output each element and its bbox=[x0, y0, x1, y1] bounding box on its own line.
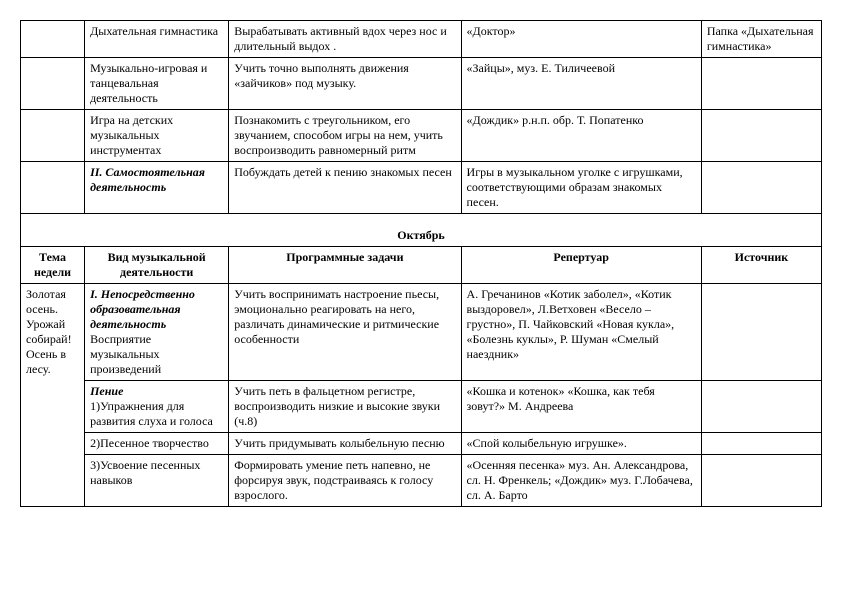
cell-activity: Дыхательная гимнастика bbox=[85, 21, 229, 58]
table-row: II. Самостоятельная деятельность Побужда… bbox=[21, 162, 822, 214]
cell-repertoire: «Осенняя песенка» муз. Ан. Александрова,… bbox=[461, 455, 701, 507]
cell-source bbox=[701, 455, 821, 507]
cell-tasks: Побуждать детей к пению знакомых песен bbox=[229, 162, 461, 214]
cell-activity-sub: Восприятие музыкальных произведений bbox=[90, 332, 161, 376]
table-row: Музыкально-игровая и танцевальная деятел… bbox=[21, 58, 822, 110]
cell-activity: 3)Усвоение песенных навыков bbox=[85, 455, 229, 507]
header-activity: Вид музыкальной деятельности bbox=[85, 247, 229, 284]
cell-theme: Золотая осень. Урожай собирай! Осень в л… bbox=[21, 284, 85, 507]
cell-activity: II. Самостоятельная деятельность bbox=[85, 162, 229, 214]
cell-source bbox=[701, 381, 821, 433]
header-tasks: Программные задачи bbox=[229, 247, 461, 284]
cell-activity-sub: 1)Упражнения для развития слуха и голоса bbox=[90, 399, 213, 428]
cell-tasks: Учить точно выполнять движения «зайчиков… bbox=[229, 58, 461, 110]
cell-tasks: Формировать умение петь напевно, не форс… bbox=[229, 455, 461, 507]
cell-repertoire: «Доктор» bbox=[461, 21, 701, 58]
header-theme: Тема недели bbox=[21, 247, 85, 284]
table-row: Пение 1)Упражнения для развития слуха и … bbox=[21, 381, 822, 433]
table-row: 2)Песенное творчество Учить придумывать … bbox=[21, 433, 822, 455]
cell-tasks: Учить придумывать колыбельную песню bbox=[229, 433, 461, 455]
cell-theme bbox=[21, 21, 85, 58]
cell-repertoire: «Спой колыбельную игрушке». bbox=[461, 433, 701, 455]
cell-source: Папка «Дыхательная гимнастика» bbox=[701, 21, 821, 58]
cell-theme bbox=[21, 110, 85, 162]
month-header-row: Октябрь bbox=[21, 214, 822, 247]
cell-source bbox=[701, 110, 821, 162]
cell-activity-title: I. Непосредственно образовательная деяте… bbox=[90, 287, 195, 331]
cell-tasks: Учить воспринимать настроение пьесы, эмо… bbox=[229, 284, 461, 381]
cell-source bbox=[701, 284, 821, 381]
cell-tasks: Познакомить с треугольником, его звучани… bbox=[229, 110, 461, 162]
cell-activity: Музыкально-игровая и танцевальная деятел… bbox=[85, 58, 229, 110]
cell-repertoire: Игры в музыкальном уголке с игрушками, с… bbox=[461, 162, 701, 214]
table-row: Дыхательная гимнастика Вырабатывать акти… bbox=[21, 21, 822, 58]
column-header-row: Тема недели Вид музыкальной деятельности… bbox=[21, 247, 822, 284]
header-source: Источник bbox=[701, 247, 821, 284]
cell-activity-title: Пение bbox=[90, 384, 123, 398]
cell-activity: Пение 1)Упражнения для развития слуха и … bbox=[85, 381, 229, 433]
cell-repertoire: «Дождик» р.н.п. обр. Т. Попатенко bbox=[461, 110, 701, 162]
cell-source bbox=[701, 58, 821, 110]
cell-source bbox=[701, 162, 821, 214]
table-row: Игра на детских музыкальных инструментах… bbox=[21, 110, 822, 162]
cell-source bbox=[701, 433, 821, 455]
cell-activity: Игра на детских музыкальных инструментах bbox=[85, 110, 229, 162]
cell-theme bbox=[21, 162, 85, 214]
table-row: 3)Усвоение песенных навыков Формировать … bbox=[21, 455, 822, 507]
cell-repertoire: А. Гречанинов «Котик заболел», «Котик вы… bbox=[461, 284, 701, 381]
cell-activity: I. Непосредственно образовательная деяте… bbox=[85, 284, 229, 381]
cell-theme bbox=[21, 58, 85, 110]
table-row: Золотая осень. Урожай собирай! Осень в л… bbox=[21, 284, 822, 381]
cell-repertoire: «Кошка и котенок» «Кошка, как тебя зовут… bbox=[461, 381, 701, 433]
month-label: Октябрь bbox=[21, 214, 822, 247]
cell-tasks: Учить петь в фальцетном регистре, воспро… bbox=[229, 381, 461, 433]
curriculum-table: Дыхательная гимнастика Вырабатывать акти… bbox=[20, 20, 822, 507]
header-repertoire: Репертуар bbox=[461, 247, 701, 284]
cell-activity: 2)Песенное творчество bbox=[85, 433, 229, 455]
cell-tasks: Вырабатывать активный вдох через нос и д… bbox=[229, 21, 461, 58]
cell-repertoire: «Зайцы», муз. Е. Тиличеевой bbox=[461, 58, 701, 110]
